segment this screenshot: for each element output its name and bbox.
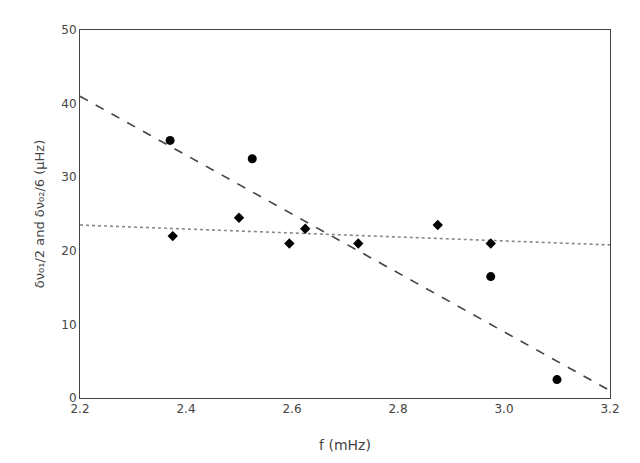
svg-text:3.2: 3.2 [600,402,619,416]
svg-text:20: 20 [61,244,76,258]
svg-text:2.8: 2.8 [388,402,407,416]
svg-text:f (mHz): f (mHz) [319,437,371,453]
svg-text:2.2: 2.2 [70,402,89,416]
svg-text:30: 30 [61,170,76,184]
svg-text:2.4: 2.4 [176,402,195,416]
svg-text:δν₀₁/2 and δν₀₂/6 (μHz): δν₀₁/2 and δν₀₂/6 (μHz) [32,140,47,288]
svg-text:2.6: 2.6 [282,402,301,416]
svg-text:10: 10 [61,318,76,332]
svg-text:0: 0 [69,391,77,405]
svg-text:40: 40 [61,97,76,111]
svg-text:50: 50 [61,23,76,37]
svg-text:3.0: 3.0 [494,402,513,416]
